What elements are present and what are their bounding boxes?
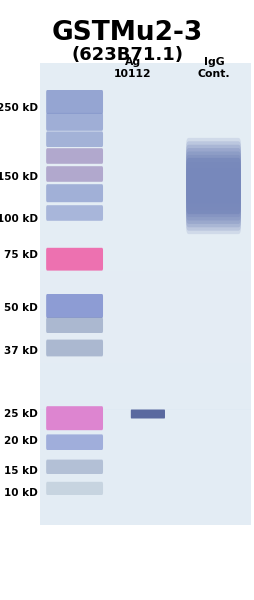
Bar — [39, 456, 250, 467]
FancyBboxPatch shape — [185, 162, 240, 221]
FancyBboxPatch shape — [185, 165, 240, 224]
Bar — [39, 352, 250, 363]
Bar — [39, 144, 250, 155]
Bar — [39, 155, 250, 167]
FancyBboxPatch shape — [46, 406, 103, 430]
FancyBboxPatch shape — [46, 166, 103, 182]
Bar — [39, 317, 250, 329]
Bar — [39, 467, 250, 479]
Bar — [39, 121, 250, 132]
FancyBboxPatch shape — [185, 141, 240, 200]
FancyBboxPatch shape — [46, 131, 103, 147]
Text: 100 kD: 100 kD — [0, 214, 38, 224]
FancyBboxPatch shape — [185, 145, 240, 203]
FancyBboxPatch shape — [46, 294, 103, 318]
FancyBboxPatch shape — [46, 248, 103, 271]
Text: Ag
10112: Ag 10112 — [113, 56, 151, 79]
Text: 75 kD: 75 kD — [4, 250, 38, 260]
FancyBboxPatch shape — [46, 148, 103, 164]
FancyBboxPatch shape — [46, 434, 103, 450]
Bar — [39, 294, 250, 305]
Bar — [39, 259, 250, 271]
Bar — [39, 63, 250, 74]
Bar — [39, 190, 250, 202]
Bar — [39, 375, 250, 386]
Bar — [39, 305, 250, 317]
Bar — [39, 409, 250, 421]
Text: GSTMu2-3: GSTMu2-3 — [52, 20, 202, 46]
FancyBboxPatch shape — [186, 158, 240, 214]
Bar — [39, 421, 250, 433]
Text: 15 kD: 15 kD — [4, 466, 38, 476]
FancyBboxPatch shape — [185, 175, 240, 234]
FancyBboxPatch shape — [185, 148, 240, 207]
FancyBboxPatch shape — [46, 482, 103, 495]
Bar — [39, 248, 250, 259]
Bar — [39, 329, 250, 340]
Bar — [39, 224, 250, 236]
Bar — [39, 179, 250, 190]
Text: 250 kD: 250 kD — [0, 103, 38, 113]
Text: 150 kD: 150 kD — [0, 172, 38, 182]
FancyBboxPatch shape — [185, 169, 240, 227]
FancyBboxPatch shape — [46, 340, 103, 356]
Text: (623B71.1): (623B71.1) — [71, 46, 183, 64]
Bar — [39, 202, 250, 213]
FancyBboxPatch shape — [46, 460, 103, 474]
Bar — [39, 386, 250, 398]
Bar — [39, 340, 250, 352]
Bar — [39, 236, 250, 248]
FancyBboxPatch shape — [185, 151, 240, 210]
Bar — [39, 433, 250, 444]
FancyBboxPatch shape — [46, 90, 103, 114]
Bar — [39, 363, 250, 375]
FancyBboxPatch shape — [46, 205, 103, 221]
Bar — [39, 283, 250, 294]
FancyBboxPatch shape — [185, 155, 240, 214]
Bar — [39, 98, 250, 109]
FancyBboxPatch shape — [46, 113, 103, 131]
Text: 10 kD: 10 kD — [4, 488, 38, 498]
Bar — [39, 132, 250, 144]
FancyBboxPatch shape — [185, 138, 240, 197]
Bar — [39, 213, 250, 224]
Text: 37 kD: 37 kD — [4, 346, 38, 356]
Bar — [39, 167, 250, 179]
FancyBboxPatch shape — [185, 158, 240, 217]
Bar — [39, 109, 250, 121]
Bar — [39, 271, 250, 283]
FancyBboxPatch shape — [130, 409, 164, 419]
Text: 50 kD: 50 kD — [4, 303, 38, 313]
Bar — [39, 502, 250, 514]
Text: IgG
Cont.: IgG Cont. — [197, 56, 230, 79]
Bar — [39, 490, 250, 502]
Bar — [39, 63, 250, 525]
Bar — [39, 86, 250, 98]
Bar — [39, 74, 250, 86]
Bar — [39, 444, 250, 456]
FancyBboxPatch shape — [185, 172, 240, 231]
Text: 25 kD: 25 kD — [4, 409, 38, 419]
Bar — [39, 398, 250, 409]
FancyBboxPatch shape — [46, 317, 103, 333]
Text: 20 kD: 20 kD — [4, 436, 38, 446]
Bar — [39, 514, 250, 525]
FancyBboxPatch shape — [46, 184, 103, 202]
Bar — [39, 479, 250, 490]
